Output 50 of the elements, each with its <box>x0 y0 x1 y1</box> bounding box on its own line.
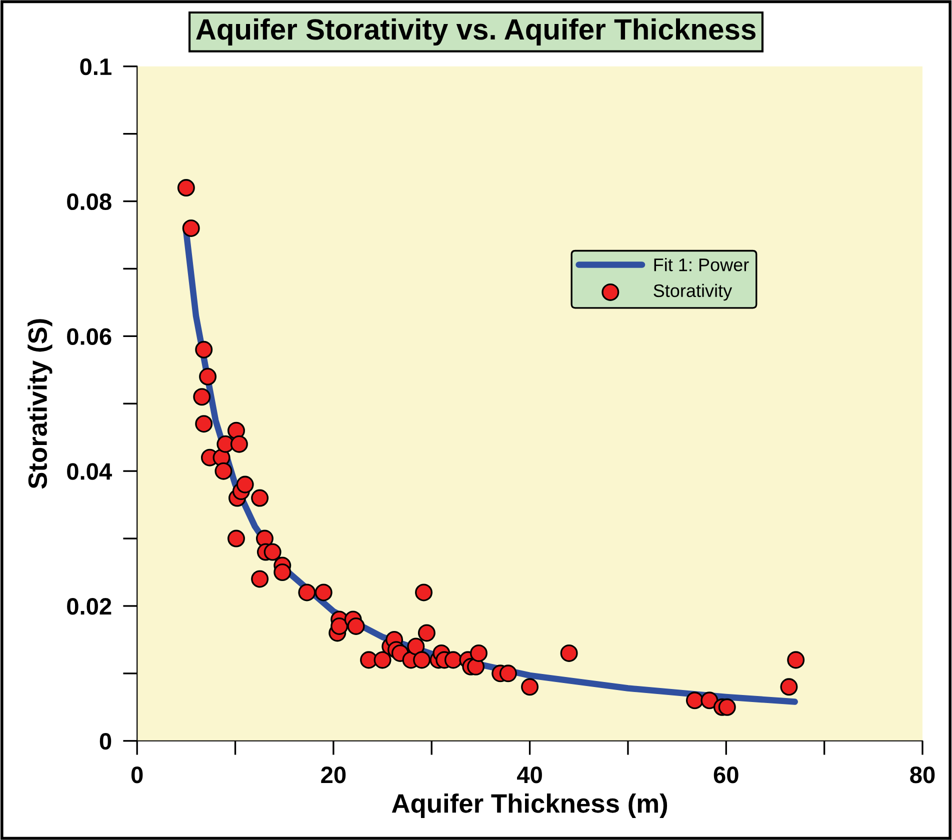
x-tick-label: 40 <box>517 766 542 784</box>
point <box>330 617 348 635</box>
point <box>274 563 292 582</box>
point <box>415 584 433 602</box>
point <box>195 415 213 433</box>
y-tick-label: 0.02 <box>67 598 112 615</box>
point <box>182 219 200 237</box>
legend-label: Storativity <box>654 284 732 301</box>
point <box>560 644 578 662</box>
point <box>413 651 431 669</box>
point <box>521 678 539 696</box>
y-tick-label: 0.08 <box>67 193 112 210</box>
point <box>780 678 798 696</box>
y-tick-label: 0.06 <box>67 328 112 345</box>
y-tick-label: 0.1 <box>80 58 112 76</box>
point <box>499 664 517 682</box>
point <box>347 617 365 635</box>
point <box>227 530 245 548</box>
point <box>718 698 736 716</box>
point <box>199 368 217 386</box>
point <box>227 422 245 440</box>
point <box>264 543 282 561</box>
point <box>418 624 436 642</box>
point <box>314 584 332 602</box>
y-axis-title: Storativity (S) <box>28 319 52 489</box>
point <box>214 462 232 480</box>
x-tick-label: 60 <box>714 766 738 784</box>
point <box>374 651 392 669</box>
legend-label: Fit 1: Power <box>654 258 749 272</box>
chart-title: Aquifer Storativity vs. Aquifer Thickness <box>196 18 756 46</box>
point <box>444 651 462 669</box>
point <box>686 692 704 710</box>
point <box>230 435 248 453</box>
point <box>787 651 805 669</box>
point <box>236 476 254 494</box>
x-tick-label: 80 <box>910 766 935 784</box>
point <box>470 644 488 662</box>
point <box>407 638 425 656</box>
x-tick-label: 0 <box>131 766 143 784</box>
point <box>700 692 718 710</box>
point <box>251 489 269 507</box>
x-axis-title: Aquifer Thickness (m) <box>392 793 668 818</box>
point <box>177 179 195 197</box>
point <box>251 570 269 588</box>
point <box>298 584 316 602</box>
y-tick-label: 0 <box>100 732 112 750</box>
x-tick-label: 20 <box>321 766 346 784</box>
y-tick-label: 0.04 <box>67 463 112 480</box>
point <box>195 340 213 358</box>
point <box>193 388 211 406</box>
